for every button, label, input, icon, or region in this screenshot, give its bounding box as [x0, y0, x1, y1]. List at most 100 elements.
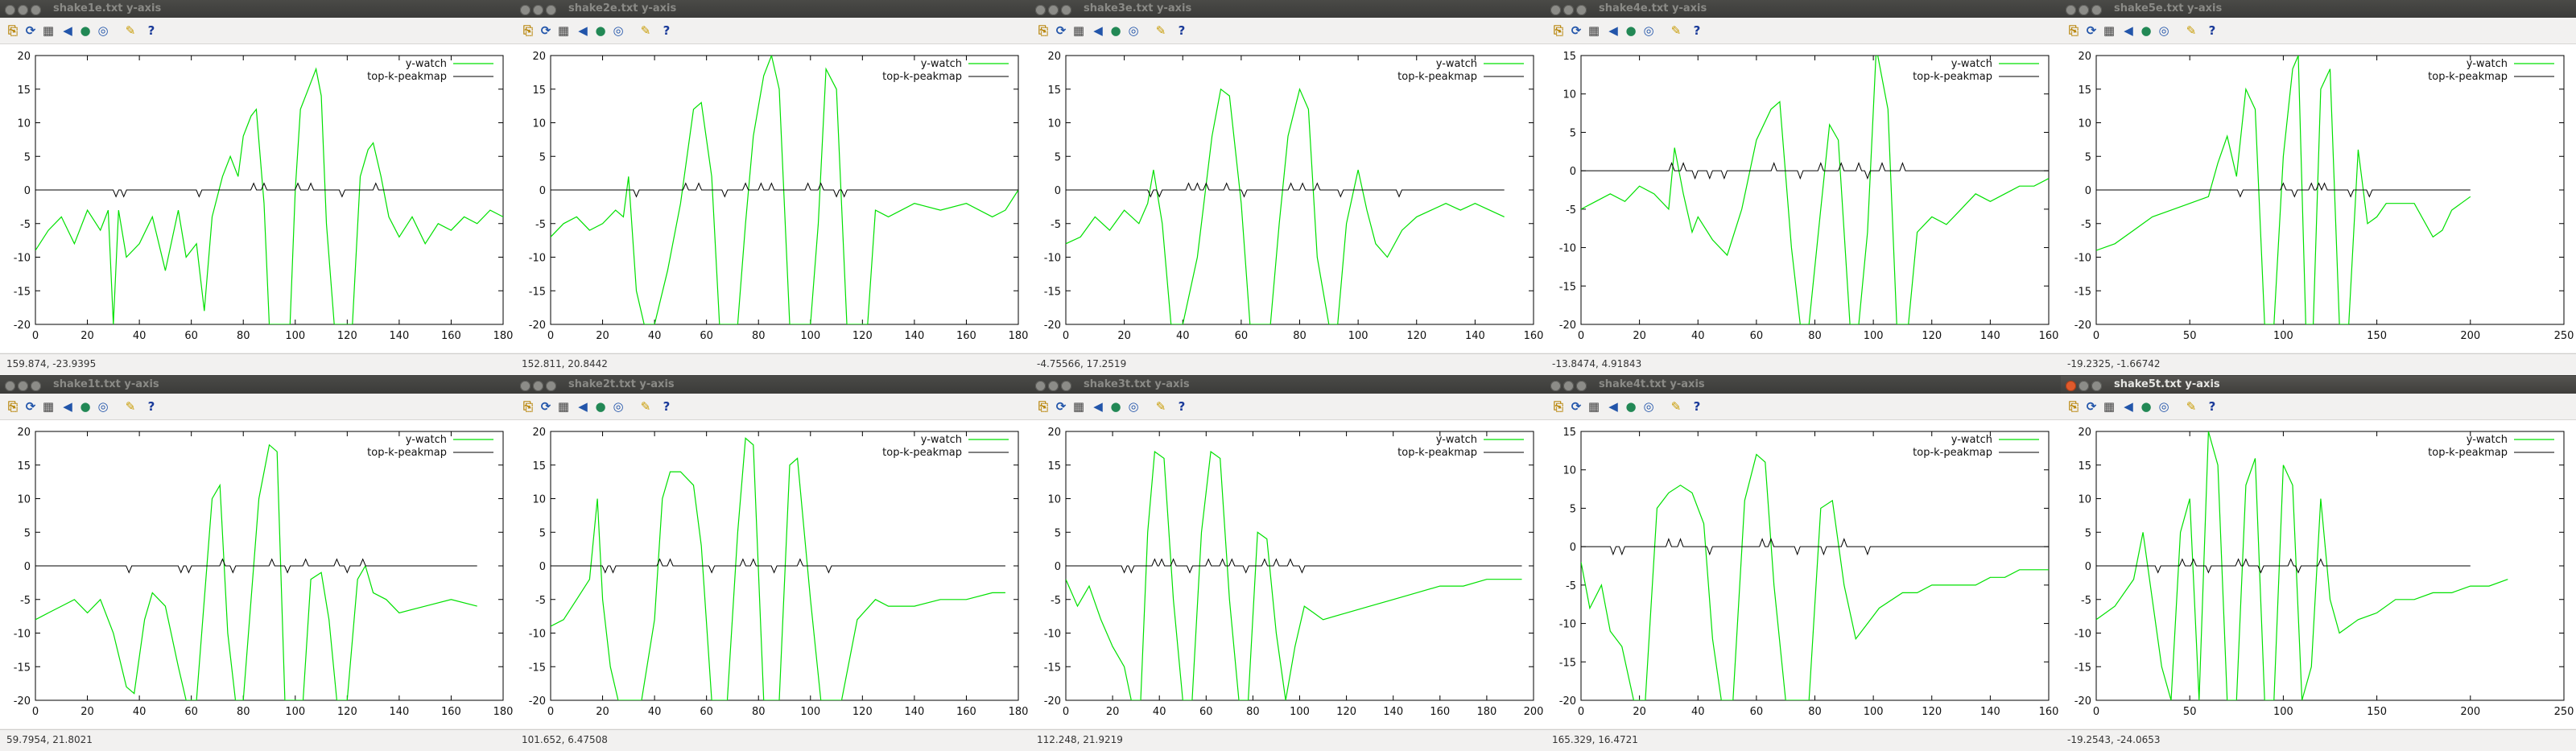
close-icon[interactable]	[520, 381, 530, 391]
maximize-icon[interactable]	[31, 5, 41, 15]
settings-wrench-icon[interactable]: ✎	[125, 23, 136, 38]
replot-icon[interactable]: ⟳	[1055, 399, 1067, 414]
close-icon[interactable]	[1550, 5, 1561, 15]
grid-icon[interactable]: ▦	[1072, 399, 1085, 414]
grid-icon[interactable]: ▦	[1587, 23, 1600, 38]
copy-clipboard-icon[interactable]: ⎘	[2068, 23, 2079, 38]
plot-area[interactable]: -20 -15 -10 -5 0 5 10 15 20 0 50 100 150 200 250 y-watc…	[2061, 420, 2576, 728]
unzoom-icon[interactable]: ◎	[613, 399, 624, 414]
grid-icon[interactable]: ▦	[1072, 23, 1085, 38]
plot-area[interactable]: -20 -15 -10 -5 0 5 10 15 20 0 20 40 60 80 100 120 140 160…	[515, 420, 1030, 728]
minimize-icon[interactable]	[2079, 5, 2089, 15]
settings-wrench-icon[interactable]: ✎	[125, 399, 136, 414]
close-icon[interactable]	[5, 381, 15, 391]
window-titlebar[interactable]: shake2e.txt y-axis	[515, 0, 1030, 18]
window-titlebar[interactable]: shake3t.txt y-axis	[1030, 376, 1546, 394]
unzoom-icon[interactable]: ◎	[2158, 399, 2169, 414]
settings-wrench-icon[interactable]: ✎	[1155, 23, 1166, 38]
copy-clipboard-icon[interactable]: ⎘	[7, 23, 18, 38]
replot-icon[interactable]: ⟳	[25, 399, 36, 414]
maximize-icon[interactable]	[546, 5, 556, 15]
help-icon[interactable]: ?	[2208, 23, 2216, 38]
window-titlebar[interactable]: shake1t.txt y-axis	[0, 376, 515, 394]
zoom-next-icon[interactable]: ●	[80, 23, 91, 38]
grid-icon[interactable]: ▦	[1587, 399, 1600, 414]
help-icon[interactable]: ?	[663, 23, 671, 38]
replot-icon[interactable]: ⟳	[1571, 399, 1582, 414]
close-icon[interactable]	[2066, 381, 2076, 391]
zoom-next-icon[interactable]: ●	[595, 399, 606, 414]
zoom-previous-icon[interactable]: ◀	[1608, 23, 1618, 38]
settings-wrench-icon[interactable]: ✎	[2186, 399, 2197, 414]
minimize-icon[interactable]	[1048, 5, 1059, 15]
zoom-previous-icon[interactable]: ◀	[1093, 399, 1103, 414]
copy-clipboard-icon[interactable]: ⎘	[1553, 23, 1563, 38]
plot-area[interactable]: -20 -15 -10 -5 0 5 10 15 20 0 20 40 60 80 100 120 140 160…	[1030, 44, 1546, 353]
copy-clipboard-icon[interactable]: ⎘	[7, 399, 18, 414]
window-titlebar[interactable]: shake5t.txt y-axis	[2061, 376, 2576, 394]
zoom-previous-icon[interactable]: ◀	[1608, 399, 1618, 414]
replot-icon[interactable]: ⟳	[2086, 399, 2097, 414]
unzoom-icon[interactable]: ◎	[1128, 399, 1139, 414]
zoom-next-icon[interactable]: ●	[1625, 399, 1637, 414]
help-icon[interactable]: ?	[147, 23, 155, 38]
plot-area[interactable]: -20 -15 -10 -5 0 5 10 15 20 0 20 40 60 80 100 120 140 160…	[0, 44, 515, 353]
maximize-icon[interactable]	[2091, 381, 2102, 391]
unzoom-icon[interactable]: ◎	[1643, 399, 1654, 414]
close-icon[interactable]	[1035, 5, 1046, 15]
copy-clipboard-icon[interactable]: ⎘	[1038, 399, 1048, 414]
replot-icon[interactable]: ⟳	[1571, 23, 1582, 38]
help-icon[interactable]: ?	[1693, 399, 1701, 414]
settings-wrench-icon[interactable]: ✎	[640, 23, 651, 38]
close-icon[interactable]	[5, 5, 15, 15]
window-titlebar[interactable]: shake2t.txt y-axis	[515, 376, 1030, 394]
zoom-next-icon[interactable]: ●	[2140, 23, 2152, 38]
close-icon[interactable]	[520, 5, 530, 15]
copy-clipboard-icon[interactable]: ⎘	[1553, 399, 1563, 414]
replot-icon[interactable]: ⟳	[540, 23, 551, 38]
zoom-previous-icon[interactable]: ◀	[578, 23, 588, 38]
help-icon[interactable]: ?	[1693, 23, 1701, 38]
window-titlebar[interactable]: shake1e.txt y-axis	[0, 0, 515, 18]
settings-wrench-icon[interactable]: ✎	[2186, 23, 2197, 38]
plot-area[interactable]: -20 -15 -10 -5 0 5 10 15 20 0 50 100 150 200 250 y-watc…	[2061, 44, 2576, 353]
zoom-previous-icon[interactable]: ◀	[63, 23, 72, 38]
minimize-icon[interactable]	[533, 381, 543, 391]
settings-wrench-icon[interactable]: ✎	[1670, 399, 1682, 414]
zoom-previous-icon[interactable]: ◀	[2124, 399, 2133, 414]
window-titlebar[interactable]: shake4t.txt y-axis	[1546, 376, 2061, 394]
maximize-icon[interactable]	[1576, 5, 1587, 15]
copy-clipboard-icon[interactable]: ⎘	[2068, 399, 2079, 414]
help-icon[interactable]: ?	[147, 399, 155, 414]
maximize-icon[interactable]	[1061, 5, 1071, 15]
grid-icon[interactable]: ▦	[557, 23, 570, 38]
zoom-next-icon[interactable]: ●	[80, 399, 91, 414]
minimize-icon[interactable]	[2079, 381, 2089, 391]
settings-wrench-icon[interactable]: ✎	[1155, 399, 1166, 414]
plot-area[interactable]: -20 -15 -10 -5 0 5 10 15 0 20 40 60 80 100 120 140 160 y-…	[1546, 420, 2061, 728]
grid-icon[interactable]: ▦	[557, 399, 570, 414]
unzoom-icon[interactable]: ◎	[1128, 23, 1139, 38]
help-icon[interactable]: ?	[663, 399, 671, 414]
maximize-icon[interactable]	[1576, 381, 1587, 391]
plot-area[interactable]: -20 -15 -10 -5 0 5 10 15 20 0 20 40 60 80 100 120 140 160…	[515, 44, 1030, 353]
copy-clipboard-icon[interactable]: ⎘	[522, 399, 533, 414]
help-icon[interactable]: ?	[1178, 399, 1186, 414]
minimize-icon[interactable]	[1048, 381, 1059, 391]
zoom-previous-icon[interactable]: ◀	[1093, 23, 1103, 38]
maximize-icon[interactable]	[31, 381, 41, 391]
zoom-next-icon[interactable]: ●	[1110, 23, 1121, 38]
close-icon[interactable]	[2066, 5, 2076, 15]
copy-clipboard-icon[interactable]: ⎘	[522, 23, 533, 38]
grid-icon[interactable]: ▦	[42, 399, 55, 414]
help-icon[interactable]: ?	[2208, 399, 2216, 414]
minimize-icon[interactable]	[1563, 5, 1574, 15]
unzoom-icon[interactable]: ◎	[613, 23, 624, 38]
plot-area[interactable]: -20 -15 -10 -5 0 5 10 15 20 0 20 40 60 80 100 120 140 160…	[1030, 420, 1546, 728]
plot-area[interactable]: -20 -15 -10 -5 0 5 10 15 0 20 40 60 80 100 120 140 160 y-…	[1546, 44, 2061, 353]
zoom-next-icon[interactable]: ●	[595, 23, 606, 38]
close-icon[interactable]	[1035, 381, 1046, 391]
unzoom-icon[interactable]: ◎	[97, 23, 109, 38]
replot-icon[interactable]: ⟳	[2086, 23, 2097, 38]
grid-icon[interactable]: ▦	[2103, 23, 2116, 38]
